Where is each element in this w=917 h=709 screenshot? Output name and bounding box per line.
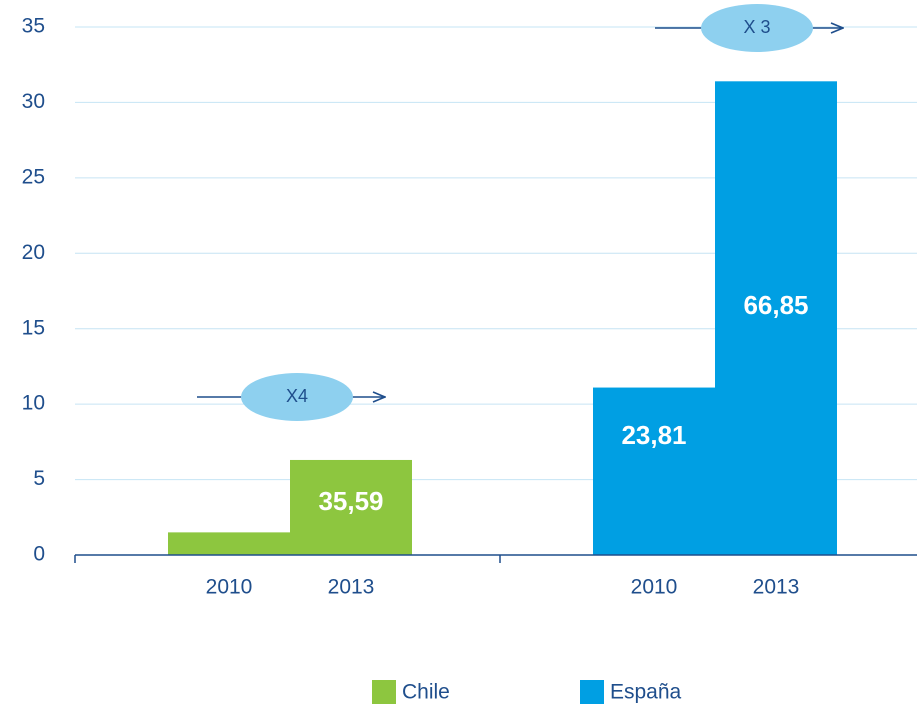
x-tick-label: 2010 [631, 576, 678, 599]
legend-swatch [580, 680, 604, 704]
x-tick-label: 2010 [206, 576, 253, 599]
y-tick-label: 10 [22, 392, 45, 415]
y-tick-label: 0 [33, 543, 45, 566]
legend-label: España [610, 681, 682, 704]
annotation: 35,59 [318, 486, 383, 516]
bubble [701, 4, 813, 52]
x-tick-label: 2013 [328, 576, 375, 599]
bar [715, 81, 837, 556]
bar [593, 387, 715, 555]
bars [168, 81, 837, 556]
annotation: X4 [286, 386, 308, 406]
grid [75, 26, 917, 481]
y-tick-label: 30 [22, 90, 45, 113]
y-tick-label: 25 [22, 165, 45, 188]
y-tick-label: 35 [22, 15, 45, 38]
bar [290, 459, 412, 555]
bubble [241, 373, 353, 421]
x-tick-label: 2013 [753, 576, 800, 599]
legend-label: Chile [402, 681, 450, 704]
annotation: X 3 [743, 17, 770, 37]
annotation: 23,81 [621, 420, 686, 450]
legend-swatch [372, 680, 396, 704]
y-tick-label: 15 [22, 316, 45, 339]
annotation: 66,85 [743, 290, 808, 320]
y-tick-label: 5 [33, 467, 45, 490]
bar [168, 532, 290, 555]
y-tick-label: 20 [22, 241, 45, 264]
